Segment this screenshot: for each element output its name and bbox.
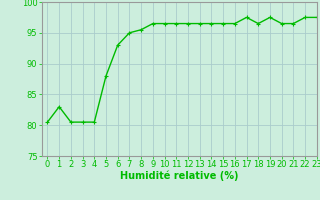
X-axis label: Humidité relative (%): Humidité relative (%) (120, 171, 238, 181)
